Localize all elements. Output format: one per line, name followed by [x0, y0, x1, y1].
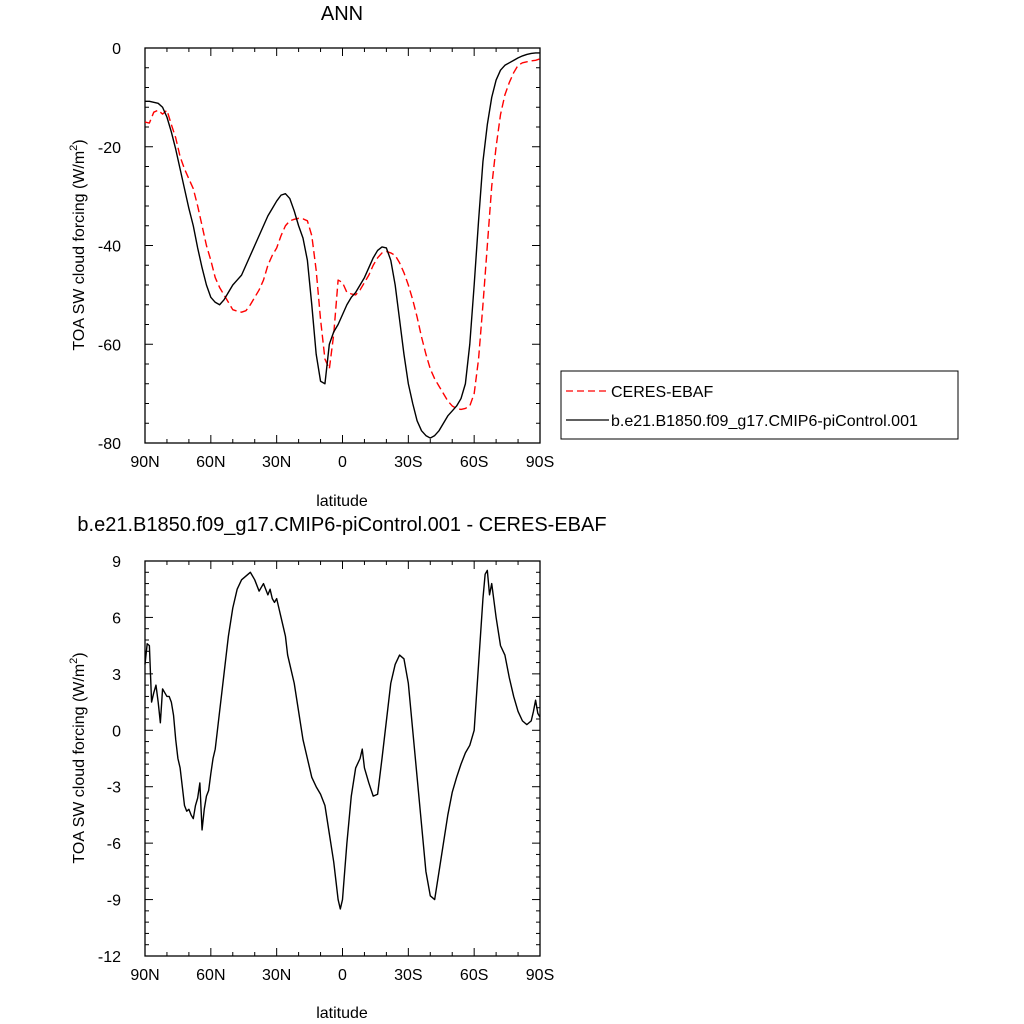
y-tick-label: -80 [98, 436, 121, 453]
chart-title: ANN [321, 3, 363, 25]
y-tick-label: 9 [112, 554, 121, 571]
y-tick-label: -9 [107, 893, 121, 910]
y-tick-label: 0 [112, 723, 121, 740]
x-tick-label: 60N [196, 454, 225, 471]
series-line-difference-0 [144, 569, 541, 910]
x-tick-label: 30N [262, 454, 291, 471]
y-tick-label: -3 [107, 780, 121, 797]
y-tick-label: 0 [112, 41, 121, 58]
x-tick-label: 90N [130, 967, 159, 984]
x-tick-label: 0 [338, 454, 347, 471]
x-tick-label: 30S [394, 967, 422, 984]
y-tick-label: -40 [98, 239, 121, 256]
legend-label-model: b.e21.B1850.f09_g17.CMIP6-piControl.001 [611, 413, 918, 430]
y-tick-label: 3 [112, 667, 121, 684]
x-tick-label: 90S [526, 967, 554, 984]
x-tick-label: 0 [338, 967, 347, 984]
y-tick-label: 6 [112, 610, 121, 627]
plot-area: 90N 60N 30N 0 30S 60S 90S 9 6 3 0 -3 -6 -9 -12 [98, 554, 554, 984]
y-axis-label: TOA SW cloud forcing (W/m2) [68, 139, 88, 350]
x-tick-label: 90S [526, 454, 554, 471]
plot-frame [144, 47, 541, 444]
y-tick-label: -12 [98, 949, 121, 966]
y-tick-label: -6 [107, 836, 121, 853]
x-tick-label: 60S [460, 454, 488, 471]
x-tick-label: 90N [130, 454, 159, 471]
legend: CERES-EBAF b.e21.B1850.f09_g17.CMIP6-piC… [560, 370, 959, 440]
y-tick-label: -60 [98, 337, 121, 354]
y-axis-label: TOA SW cloud forcing (W/m2) [68, 652, 88, 863]
x-axis-label: latitude [316, 1005, 368, 1022]
panel-annual-mean: ANN 90N 60N 30N 0 30S 60S 90S 0 -20 -40 -60 -80 lat… [68, 3, 959, 510]
legend-box [560, 370, 959, 440]
difference-chart-title: b.e21.B1850.f09_g17.CMIP6-piControl.001 … [77, 514, 606, 536]
x-tick-label: 60S [460, 967, 488, 984]
legend-label-ceres: CERES-EBAF [611, 384, 713, 401]
plot-area: 90N 60N 30N 0 30S 60S 90S 0 -20 -40 -60 -80 [98, 41, 554, 471]
x-tick-label: 30S [394, 454, 422, 471]
panel-difference: b.e21.B1850.f09_g17.CMIP6-piControl.001 … [68, 514, 607, 1022]
y-tick-label: -20 [98, 140, 121, 157]
series-line-ceres-ebaf [144, 58, 541, 411]
x-axis-label: latitude [316, 493, 368, 510]
series-line-b-e21-b1850-f09-g17-cmip6-picontrol-001 [145, 52, 540, 439]
x-tick-label: 60N [196, 967, 225, 984]
x-tick-label: 30N [262, 967, 291, 984]
